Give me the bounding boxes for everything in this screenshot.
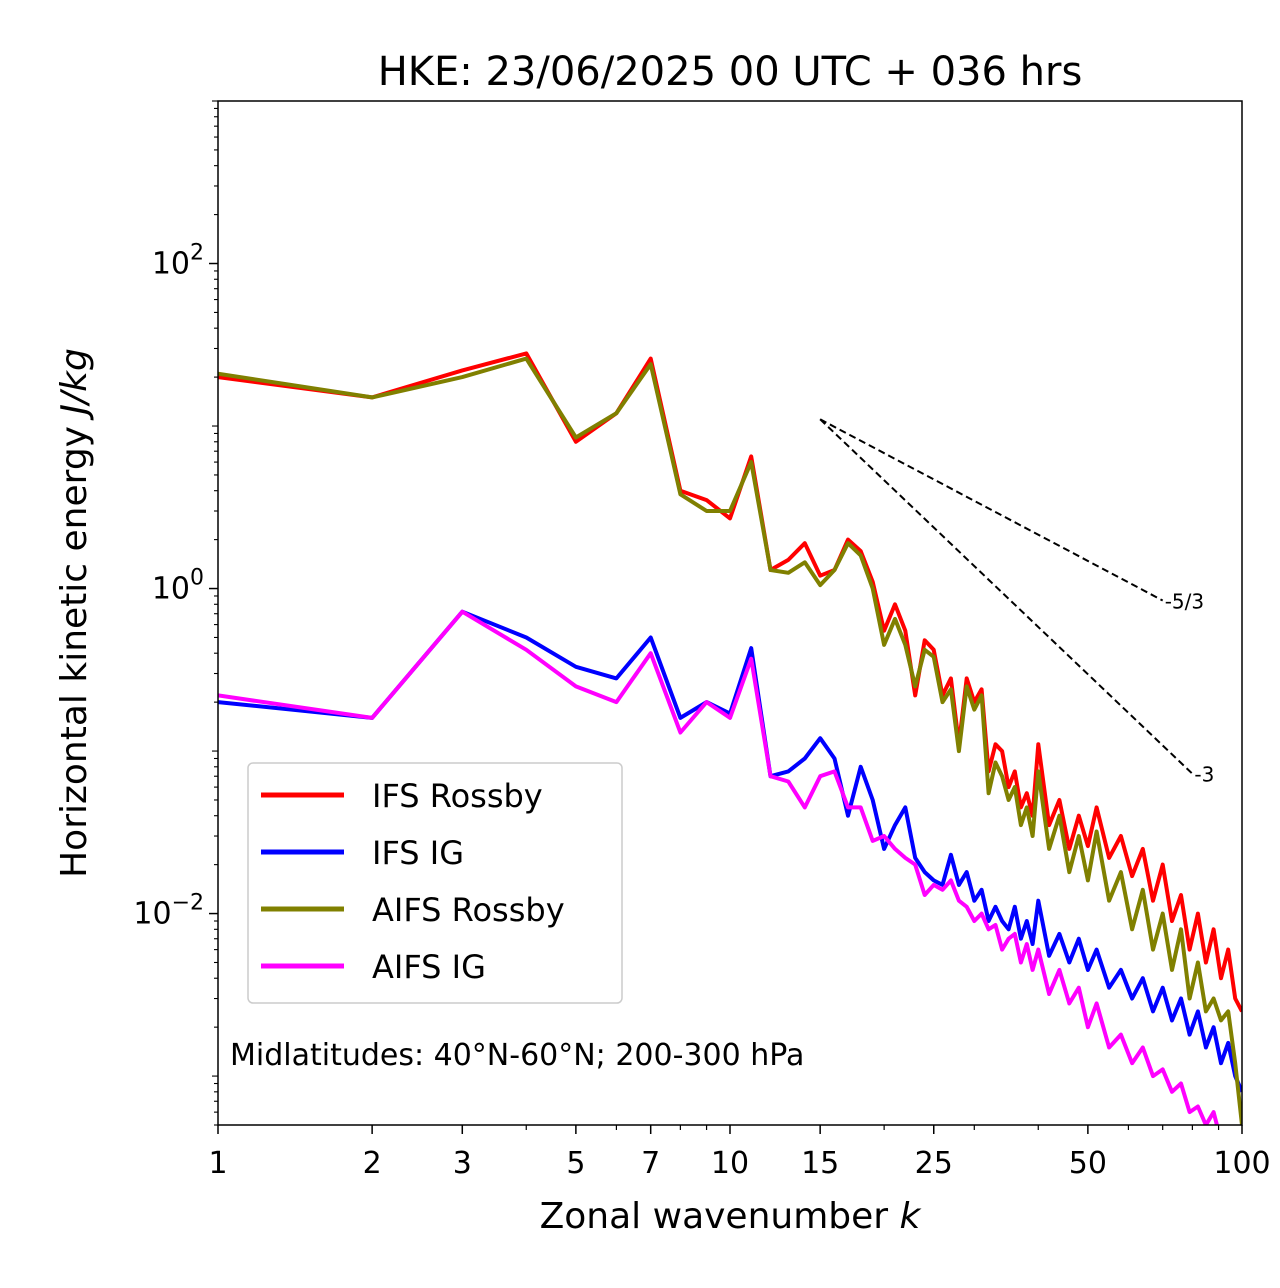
legend-label: IFS IG (372, 834, 464, 872)
x-axis-ticks: 1 2 3 5 7 10 15 25 50 100 (208, 1125, 1271, 1181)
region-annotation: Midlatitudes: 40°N-60°N; 200-300 hPa (230, 1038, 804, 1073)
reference-line-label-2: -3 (1194, 763, 1214, 787)
x-tick-label: 15 (801, 1146, 839, 1181)
x-tick-label: 2 (363, 1146, 382, 1181)
legend-label: AIFS Rossby (372, 891, 565, 929)
legend-label: AIFS IG (372, 948, 486, 986)
x-tick-label: 100 (1213, 1146, 1270, 1181)
series-line-aifs-ig (218, 609, 1220, 1125)
series-layer (218, 351, 1242, 1125)
x-axis-label: Zonal wavenumber k (540, 1196, 923, 1237)
reference-lines: -5/3 -3 (819, 418, 1214, 787)
y-axis-unit: J/kg (54, 348, 95, 420)
reference-line-2 (819, 418, 1194, 775)
reference-line-1 (819, 418, 1164, 602)
x-tick-label: 25 (915, 1146, 953, 1181)
y-axis-label: Horizontal kinetic energy J/kg (54, 348, 95, 878)
series-line-aifs-rossby (218, 356, 1242, 1125)
x-tick-label: 7 (641, 1146, 660, 1181)
x-tick-label: 1 (208, 1146, 227, 1181)
reference-line-label-1: -5/3 (1165, 590, 1204, 614)
x-tick-label: 50 (1069, 1146, 1107, 1181)
y-tick-label: 10−2 (133, 891, 204, 932)
legend-label: IFS Rossby (372, 777, 543, 815)
legend: IFS Rossby IFS IG AIFS Rossby AIFS IG (247, 762, 623, 1004)
y-axis-ticks: 10−2 100 102 (133, 100, 218, 1126)
x-axis-variable: k (900, 1196, 923, 1237)
chart-title: HKE: 23/06/2025 00 UTC + 036 hrs (378, 49, 1083, 95)
x-tick-label: 5 (566, 1146, 585, 1181)
legend-box (247, 762, 623, 1004)
x-tick-label: 10 (711, 1146, 749, 1181)
y-tick-label: 100 (152, 566, 204, 607)
x-axis-label-text: Zonal wavenumber (540, 1196, 889, 1237)
y-tick-label: 102 (152, 241, 204, 282)
y-axis-label-text: Horizontal kinetic energy (54, 426, 95, 878)
legend-entries: IFS Rossby IFS IG AIFS Rossby AIFS IG (261, 777, 565, 986)
x-tick-label: 3 (453, 1146, 472, 1181)
